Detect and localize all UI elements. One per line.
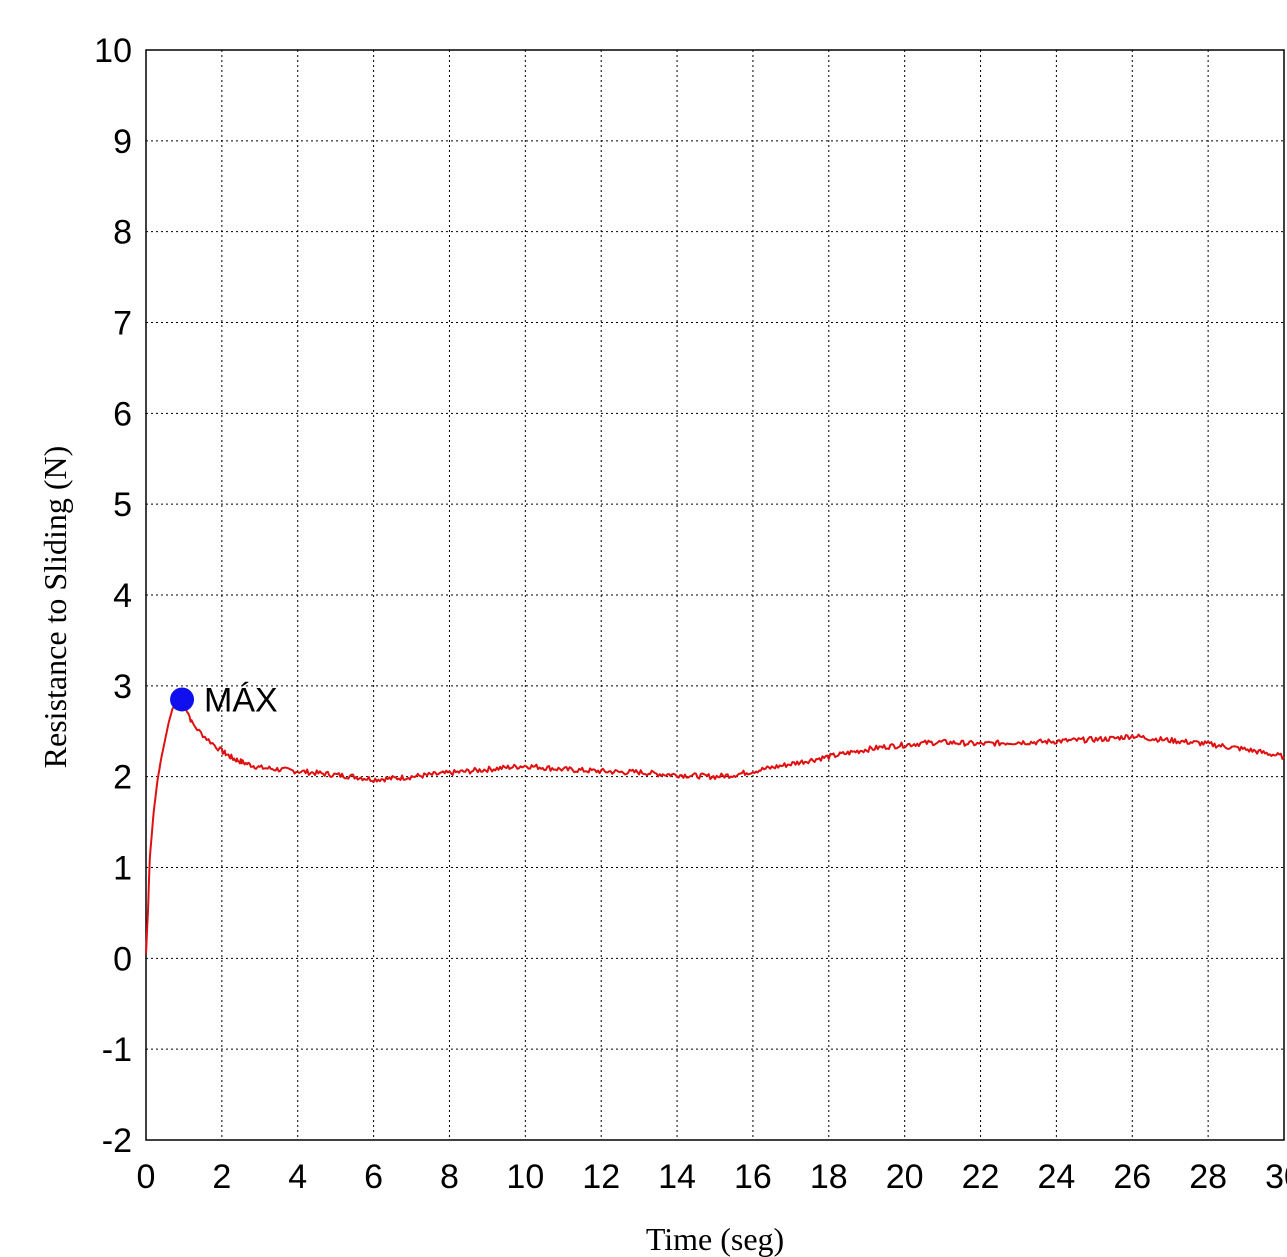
x-tick-label: 20 [886,1158,924,1196]
y-tick-label: 5 [113,486,132,524]
x-tick-label: 14 [658,1158,696,1196]
y-tick-label: -2 [102,1122,132,1160]
series [145,698,1285,954]
y-tick-label: 7 [113,305,132,343]
x-tick-label: 22 [962,1158,1000,1196]
y-tick-label: 9 [113,123,132,161]
y-tick-label: 4 [113,577,132,615]
x-tick-label: 16 [734,1158,772,1196]
tick-labels: 024681012141618202224262830-2-1012345678… [94,32,1287,1196]
grid [145,49,1285,1141]
plot-frame [145,49,1285,1141]
y-axis-label: Resistance to Sliding (N) [37,446,73,769]
x-tick-label: 0 [137,1158,156,1196]
x-tick-label: 18 [810,1158,848,1196]
x-tick-label: 26 [1113,1158,1151,1196]
x-tick-label: 8 [440,1158,459,1196]
y-tick-label: 8 [113,214,132,252]
annotations: MÁX [170,681,278,719]
max-label: MÁX [204,681,278,719]
x-tick-label: 30 [1265,1158,1287,1196]
y-tick-label: -1 [102,1031,132,1069]
series-line [145,698,1285,954]
x-tick-label: 10 [506,1158,544,1196]
y-tick-label: 10 [94,32,132,70]
x-tick-label: 28 [1189,1158,1227,1196]
x-tick-label: 4 [288,1158,307,1196]
y-tick-label: 2 [113,759,132,797]
x-tick-label: 12 [582,1158,620,1196]
x-tick-label: 2 [212,1158,231,1196]
y-tick-label: 1 [113,850,132,888]
y-tick-label: 3 [113,668,132,706]
y-tick-label: 6 [113,395,132,433]
x-axis-label: Time (seg) [646,1221,784,1257]
max-point-marker [170,687,195,712]
y-tick-label: 0 [113,940,132,978]
x-tick-label: 6 [364,1158,383,1196]
x-tick-label: 24 [1037,1158,1075,1196]
